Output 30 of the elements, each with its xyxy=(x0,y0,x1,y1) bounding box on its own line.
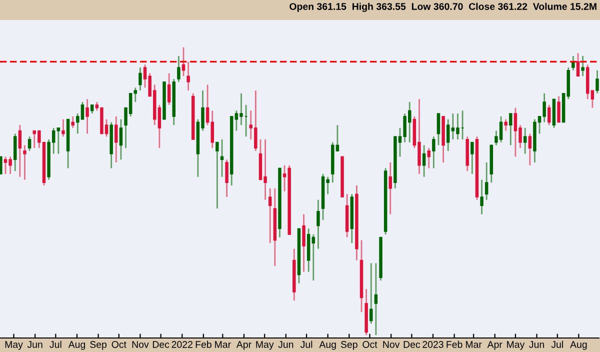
x-tick-label: Aug xyxy=(570,341,587,350)
x-tick-label: Aug xyxy=(319,341,336,350)
x-tick-label: Apr xyxy=(487,341,502,350)
x-tick-label: Apr xyxy=(236,341,252,350)
x-tick-label: Sep xyxy=(340,341,358,350)
x-tick-label: Jun xyxy=(27,341,42,348)
x-tick-label: Jul xyxy=(551,340,563,348)
x-tick-label: Jul xyxy=(50,340,62,348)
x-tick-label: Jul xyxy=(300,340,312,348)
x-tick-label: May xyxy=(507,341,525,350)
x-tick-label: Nov xyxy=(132,341,149,348)
x-tick-label: 2023 xyxy=(422,341,444,348)
x-tick-label: Dec xyxy=(152,341,170,348)
x-tick-label: Dec xyxy=(404,341,420,348)
x-tick-label: Mar xyxy=(215,341,231,348)
x-tick-label: Feb xyxy=(196,340,212,348)
x-tick-label: Jun xyxy=(529,341,544,348)
text: Open 361.15 High 363.55 Low 360.70 Close 361.22 Volume 15.2M xyxy=(290,2,596,12)
x-tick-label: Oct xyxy=(362,341,378,348)
x-tick-label: 2022 xyxy=(172,341,192,348)
x-tick-label: Oct xyxy=(112,341,126,348)
candlestick xyxy=(0,156,2,174)
x-tick-label: Aug xyxy=(68,341,85,350)
x-tick-label: Sep xyxy=(90,341,107,350)
x-tick-label: Mar xyxy=(466,341,482,348)
x-tick-label: Jun xyxy=(278,341,294,348)
x-tick-label: May xyxy=(5,341,23,350)
x-tick-label: May xyxy=(256,341,274,350)
x-tick-label: Nov xyxy=(383,341,400,348)
x-tick-label: Feb xyxy=(446,340,462,348)
